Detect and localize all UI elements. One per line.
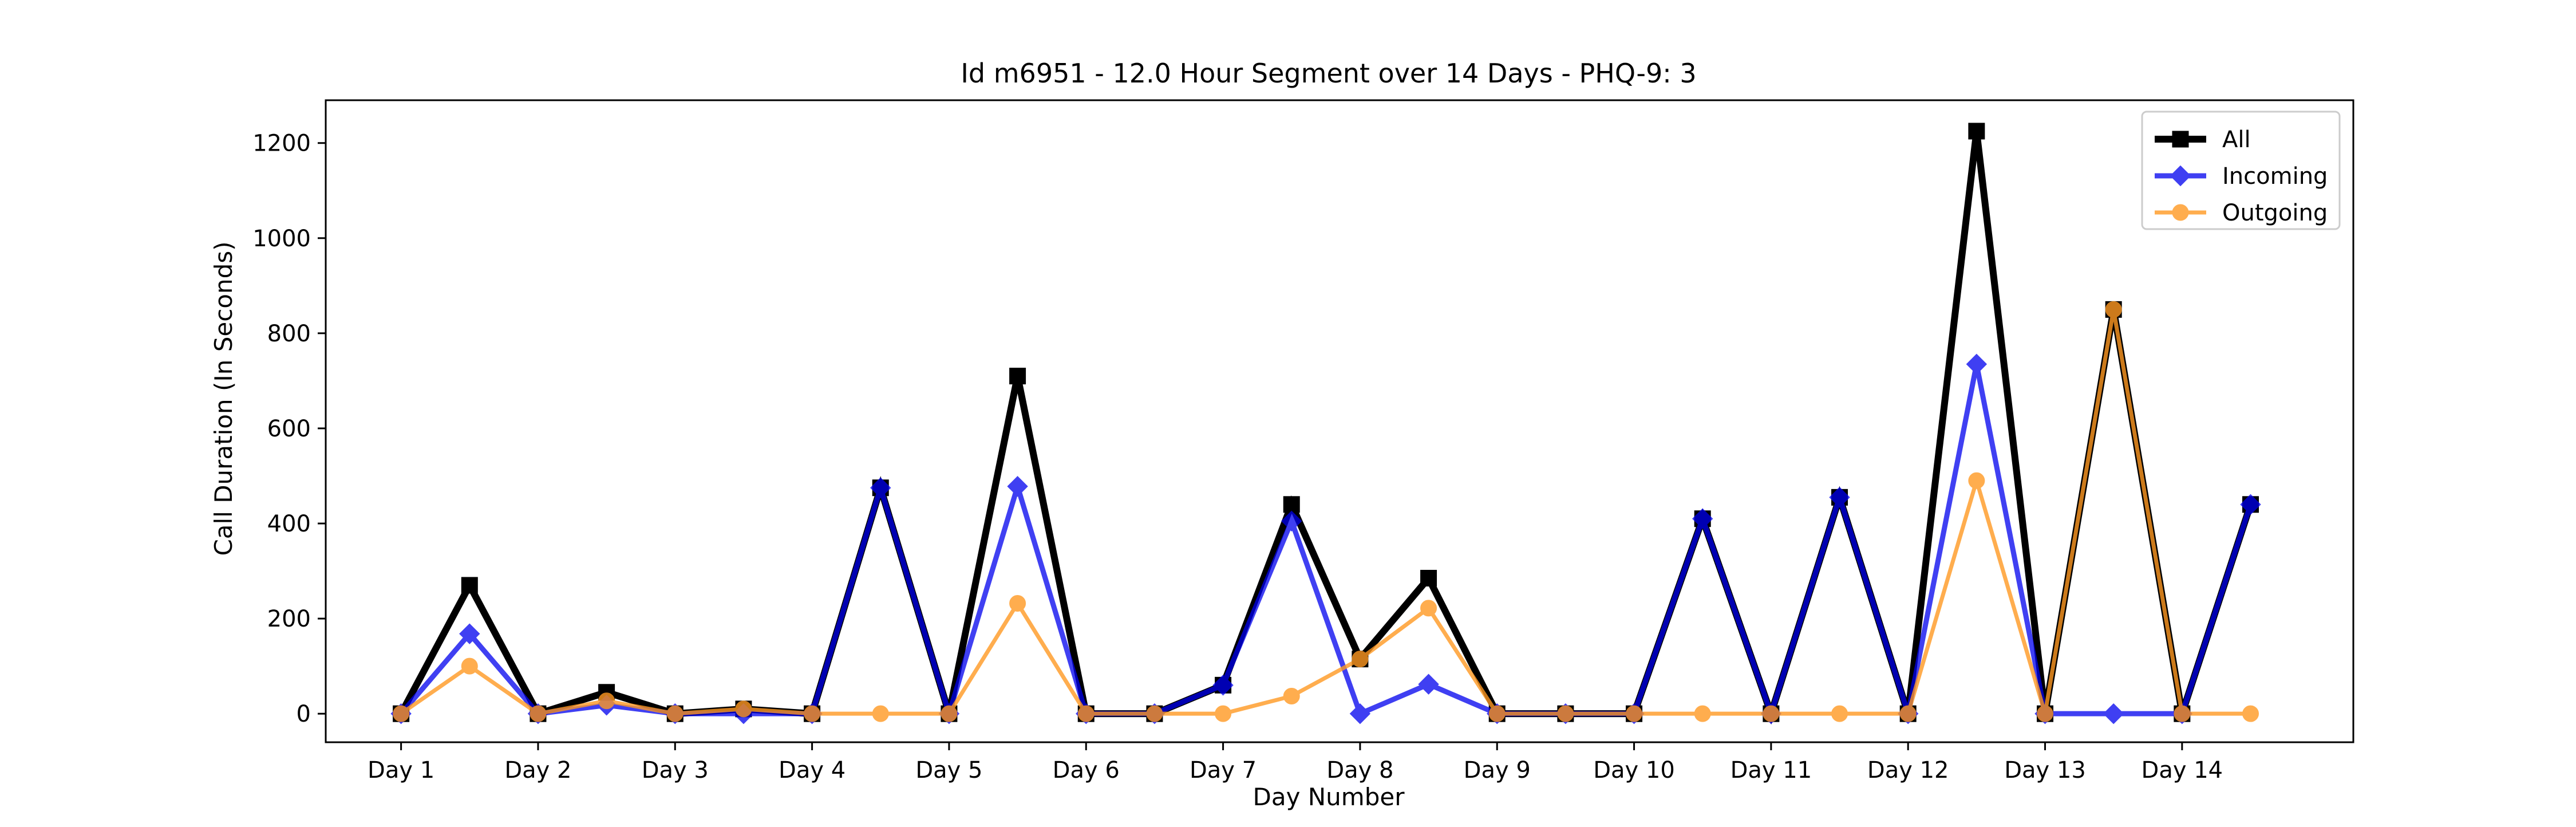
y-axis-label: Call Duration (In Seconds) xyxy=(210,241,238,556)
data-point-outgoing xyxy=(1694,705,1711,722)
data-point-all xyxy=(1009,368,1026,385)
y-tick-label: 1000 xyxy=(252,226,311,252)
data-point-incoming xyxy=(1349,703,1371,724)
data-point-outgoing xyxy=(1146,705,1163,722)
data-point-outgoing xyxy=(2242,705,2259,722)
data-point-incoming xyxy=(1007,476,1028,497)
data-point-outgoing xyxy=(393,705,410,722)
data-point-outgoing xyxy=(1283,687,1300,704)
data-point-incoming xyxy=(1829,487,1850,508)
legend-swatch-outgoing xyxy=(2155,204,2206,221)
x-tick-label: Day 6 xyxy=(1053,757,1120,783)
data-point-outgoing xyxy=(1420,600,1437,617)
x-tick-label: Day 13 xyxy=(2004,757,2086,783)
legend-swatch-incoming xyxy=(2155,165,2206,187)
series-line-outgoing xyxy=(400,309,2251,716)
x-axis: Day 1 Day 2 Day 3 Day 4 Day 5 Day 6 Day 7 Day 8… xyxy=(368,742,2223,783)
y-tick-label: 200 xyxy=(267,606,311,632)
x-tick-label: Day 7 xyxy=(1190,757,1257,783)
data-point-outgoing xyxy=(666,705,683,722)
data-point-outgoing xyxy=(530,705,547,722)
data-point-incoming xyxy=(459,623,480,644)
data-point-outgoing xyxy=(1763,705,1780,722)
data-point-outgoing xyxy=(1488,705,1506,722)
x-tick-label: Day 8 xyxy=(1326,757,1393,783)
x-tick-label: Day 1 xyxy=(368,757,434,783)
data-point-outgoing xyxy=(598,692,615,710)
legend-label-outgoing: Outgoing xyxy=(2222,200,2328,226)
x-tick-label: Day 5 xyxy=(915,757,982,783)
y-axis: 0 200 400 600 800 1000 1200 xyxy=(252,131,326,727)
data-point-incoming xyxy=(1692,508,1713,529)
data-point-outgoing xyxy=(872,705,889,722)
y-tick-label: 0 xyxy=(297,701,311,727)
data-point-outgoing xyxy=(2174,705,2191,722)
x-tick-label: Day 3 xyxy=(642,757,709,783)
plot-area-frame xyxy=(325,99,2354,743)
legend-marker-all xyxy=(2172,131,2189,148)
y-tick-label: 800 xyxy=(267,321,311,347)
x-axis-label: Day Number xyxy=(1253,783,1405,811)
data-point-outgoing xyxy=(1215,705,1232,722)
data-point-outgoing xyxy=(941,705,958,722)
y-tick-label: 600 xyxy=(267,416,311,442)
data-point-outgoing xyxy=(1009,595,1026,612)
data-point-incoming xyxy=(2103,703,2124,724)
data-point-all xyxy=(1420,570,1437,587)
data-point-incoming xyxy=(1966,353,1988,375)
x-tick-label: Day 4 xyxy=(779,757,846,783)
data-point-incoming xyxy=(870,477,891,498)
data-point-incoming xyxy=(1212,675,1234,696)
x-tick-label: Day 9 xyxy=(1464,757,1531,783)
series-line-incoming xyxy=(399,363,2253,723)
data-point-outgoing xyxy=(1968,472,1985,489)
data-point-outgoing xyxy=(1352,651,1369,668)
data-point-outgoing xyxy=(2105,301,2122,318)
data-point-outgoing xyxy=(461,657,478,675)
data-point-incoming xyxy=(2240,494,2261,515)
data-point-all xyxy=(461,577,478,594)
chart-title: Id m6951 - 12.0 Hour Segment over 14 Day… xyxy=(961,58,1696,89)
data-point-outgoing xyxy=(2037,705,2054,722)
data-point-incoming xyxy=(1281,510,1302,532)
legend-marker-outgoing xyxy=(2172,204,2189,221)
data-point-outgoing xyxy=(1557,705,1574,722)
data-point-outgoing xyxy=(1899,705,1917,722)
x-tick-label: Day 12 xyxy=(1867,757,1949,783)
legend-marker-incoming xyxy=(2170,165,2191,187)
data-point-outgoing xyxy=(1626,705,1643,722)
series-outgoing xyxy=(393,301,2259,722)
legend: All Incoming Outgoing xyxy=(2141,111,2341,230)
data-point-all xyxy=(1968,123,1985,140)
x-tick-label: Day 11 xyxy=(1730,757,1812,783)
legend-label-incoming: Incoming xyxy=(2222,163,2328,190)
legend-label-all: All xyxy=(2222,127,2251,153)
data-point-outgoing xyxy=(735,700,752,718)
x-tick-label: Day 10 xyxy=(1593,757,1675,783)
data-point-outgoing xyxy=(1077,705,1095,722)
x-tick-label: Day 2 xyxy=(504,757,571,783)
data-point-incoming xyxy=(1418,674,1439,695)
data-point-outgoing xyxy=(804,705,821,722)
series-layer xyxy=(390,123,2261,725)
y-tick-label: 400 xyxy=(267,511,311,537)
y-tick-label: 1200 xyxy=(252,131,311,157)
data-point-outgoing xyxy=(1831,705,1848,722)
x-tick-label: Day 14 xyxy=(2142,757,2223,783)
data-point-all xyxy=(1283,496,1300,513)
legend-swatch-all xyxy=(2155,131,2206,148)
